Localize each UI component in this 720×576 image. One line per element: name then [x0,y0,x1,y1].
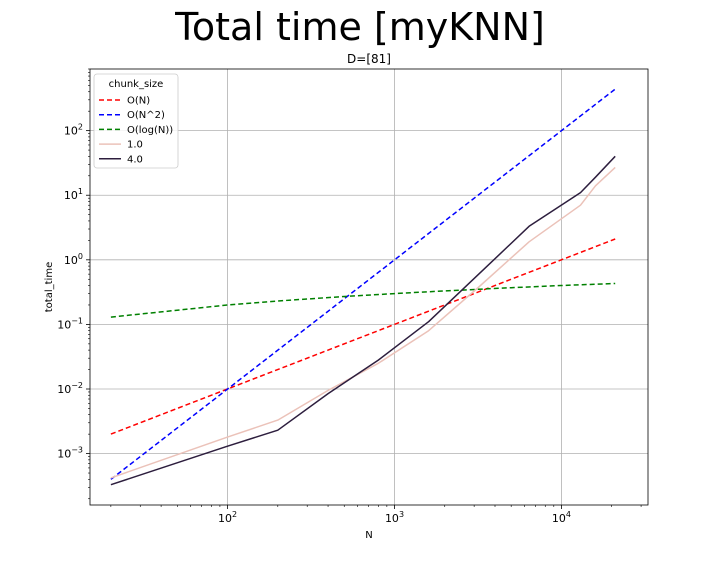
x-axis-label: N [365,530,372,541]
y-tick-label: 10−1 [57,316,83,331]
series-line-2 [110,282,616,318]
legend-label-0: O(N) [127,96,150,107]
chart-title: D=[81] [347,52,391,66]
legend-title: chunk_size [109,79,164,90]
y-axis-label: total_time [44,262,55,312]
y-tick-label: 100 [64,252,83,267]
axes-frame [89,68,649,506]
series-line-4 [110,155,616,486]
legend-label-2: O(log(N)) [127,125,173,136]
series-line-1 [110,88,616,480]
series-line-0 [110,238,616,435]
plot-area [90,69,648,505]
legend-label-3: 1.0 [127,140,143,151]
legend-label-1: O(N^2) [127,110,165,121]
y-tick-label: 102 [64,123,83,138]
x-tick-label: 102 [218,510,237,525]
legend-label-4: 4.0 [127,154,143,165]
y-tick-label: 10−2 [57,381,83,396]
series-line-3 [110,166,616,479]
figure-suptitle: Total time [myKNN] [175,5,545,49]
y-tick-label: 101 [64,187,83,202]
x-tick-label: 103 [385,510,404,525]
x-tick-label: 104 [552,510,571,525]
y-tick-label: 10−3 [57,446,83,461]
